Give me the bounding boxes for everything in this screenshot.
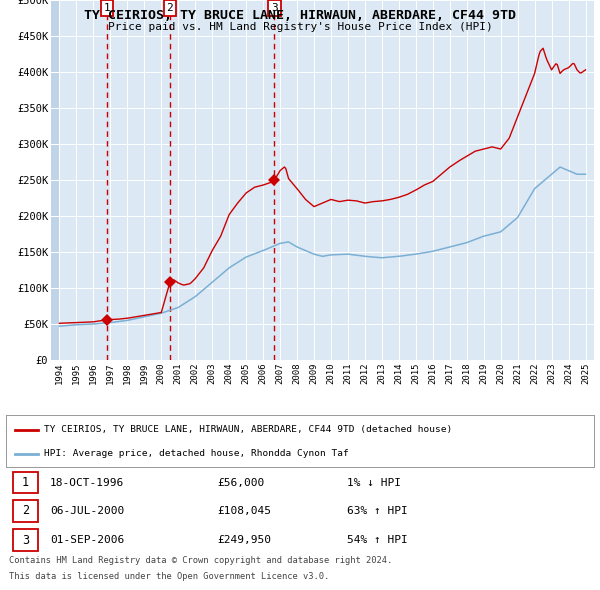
Text: 01-SEP-2006: 01-SEP-2006 (50, 535, 124, 545)
Bar (51, 0, 59, 360)
Text: 63% ↑ HPI: 63% ↑ HPI (347, 506, 408, 516)
FancyBboxPatch shape (13, 472, 38, 493)
Text: Contains HM Land Registry data © Crown copyright and database right 2024.: Contains HM Land Registry data © Crown c… (9, 556, 392, 565)
Text: 18-OCT-1996: 18-OCT-1996 (50, 478, 124, 488)
Text: 1: 1 (22, 476, 29, 489)
Text: 2: 2 (167, 3, 173, 13)
Text: Price paid vs. HM Land Registry's House Price Index (HPI): Price paid vs. HM Land Registry's House … (107, 22, 493, 32)
Text: 3: 3 (22, 533, 29, 546)
Text: 1: 1 (103, 3, 110, 13)
Text: This data is licensed under the Open Government Licence v3.0.: This data is licensed under the Open Gov… (9, 572, 329, 581)
FancyBboxPatch shape (13, 529, 38, 550)
FancyBboxPatch shape (13, 500, 38, 522)
Text: 54% ↑ HPI: 54% ↑ HPI (347, 535, 408, 545)
Text: 3: 3 (271, 3, 278, 13)
Text: TY CEIRIOS, TY BRUCE LANE, HIRWAUN, ABERDARE, CF44 9TD: TY CEIRIOS, TY BRUCE LANE, HIRWAUN, ABER… (84, 9, 516, 22)
Text: £56,000: £56,000 (218, 478, 265, 488)
Text: 1% ↓ HPI: 1% ↓ HPI (347, 478, 401, 488)
Text: HPI: Average price, detached house, Rhondda Cynon Taf: HPI: Average price, detached house, Rhon… (44, 450, 349, 458)
Text: 06-JUL-2000: 06-JUL-2000 (50, 506, 124, 516)
Text: £108,045: £108,045 (218, 506, 272, 516)
Text: TY CEIRIOS, TY BRUCE LANE, HIRWAUN, ABERDARE, CF44 9TD (detached house): TY CEIRIOS, TY BRUCE LANE, HIRWAUN, ABER… (44, 425, 452, 434)
Text: 2: 2 (22, 504, 29, 517)
Text: £249,950: £249,950 (218, 535, 272, 545)
